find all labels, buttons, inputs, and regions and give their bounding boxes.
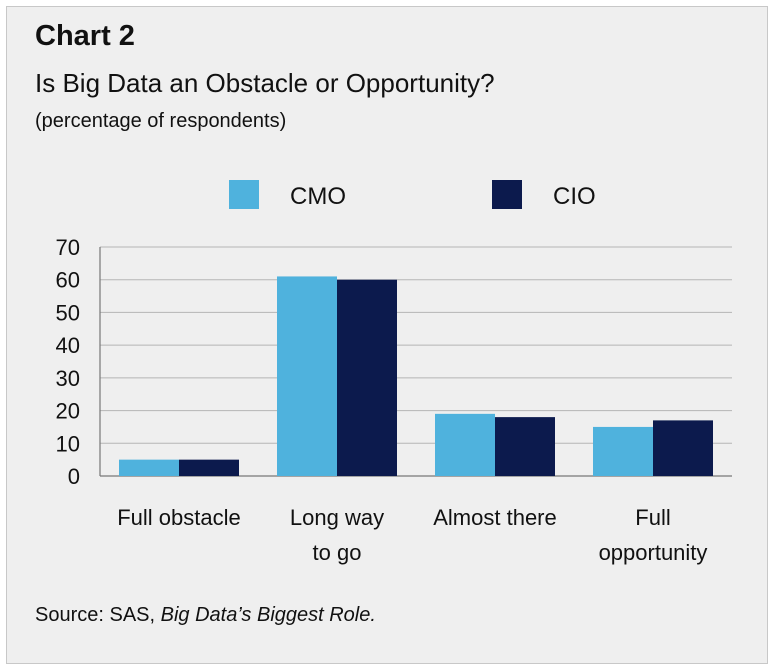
- y-tick-label: 50: [56, 300, 80, 325]
- y-tick-label: 70: [56, 235, 80, 260]
- y-tick-label: 60: [56, 268, 80, 293]
- chart-title: Is Big Data an Obstacle or Opportunity?: [35, 68, 495, 98]
- y-tick-label: 30: [56, 366, 80, 391]
- x-tick-label: Long way to go: [290, 505, 384, 565]
- bar-cio: [653, 420, 713, 476]
- legend-label: CIO: [553, 183, 596, 210]
- legend-label: CMO: [290, 183, 346, 210]
- x-tick-label: Almost there: [433, 505, 557, 530]
- x-tick-label: Full obstacle: [117, 505, 241, 530]
- bar-cio: [179, 459, 239, 476]
- legend-swatch: [229, 180, 259, 209]
- chart-label: Chart 2: [35, 20, 135, 52]
- bar-cmo: [119, 459, 179, 476]
- source-note: Source: SAS, Big Data’s Biggest Role.: [35, 604, 376, 627]
- chart-subtitle: (percentage of respondents): [35, 110, 287, 132]
- source-title: Big Data’s Biggest Role.: [160, 604, 376, 626]
- source-prefix: Source: SAS,: [35, 604, 161, 626]
- bar-cmo: [435, 413, 495, 476]
- y-tick-label: 0: [68, 464, 80, 489]
- bar-cmo: [593, 426, 653, 476]
- bar-cmo: [277, 276, 337, 476]
- y-tick-label: 10: [56, 431, 80, 456]
- x-tick-label: Full opportunity: [599, 505, 708, 565]
- y-tick-label: 40: [56, 333, 80, 358]
- bar-cio: [337, 279, 397, 476]
- bar-cio: [495, 417, 555, 476]
- legend-swatch: [492, 180, 522, 209]
- y-tick-label: 20: [56, 399, 80, 424]
